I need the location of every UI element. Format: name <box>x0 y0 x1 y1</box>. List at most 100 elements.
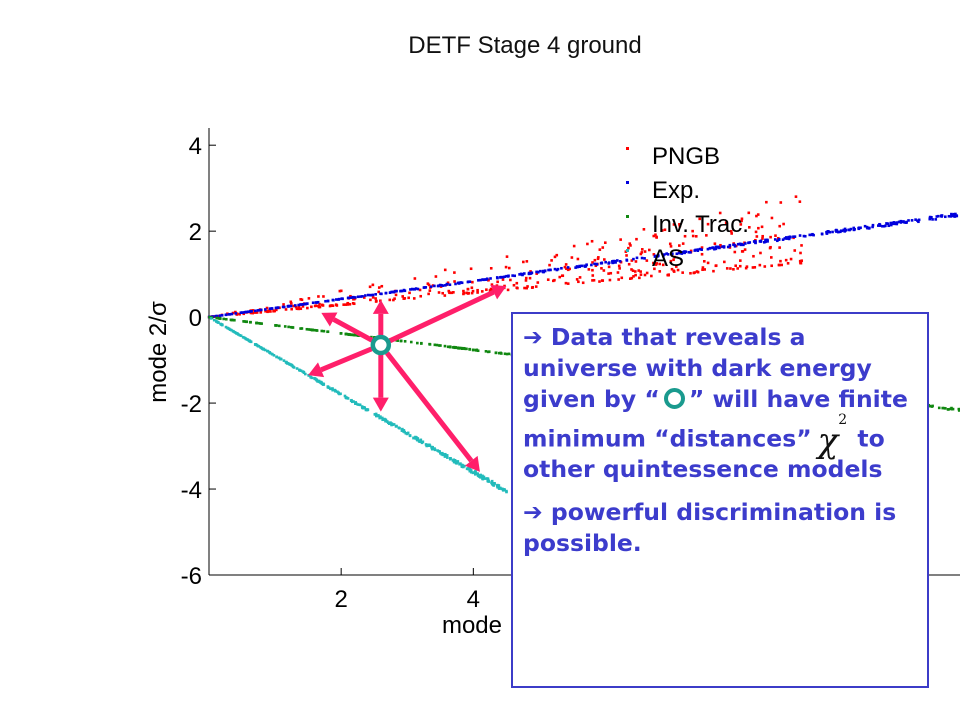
data-point <box>341 298 344 301</box>
data-point <box>702 266 705 269</box>
data-point <box>355 402 358 405</box>
data-point <box>449 283 452 286</box>
data-point <box>513 274 516 277</box>
data-point <box>744 242 747 245</box>
data-point <box>441 292 444 295</box>
data-point <box>435 275 438 278</box>
data-point <box>415 436 418 439</box>
data-point <box>626 259 629 262</box>
data-point <box>852 227 855 230</box>
data-point <box>918 219 921 222</box>
data-point <box>744 248 747 251</box>
legend-label: PNGB <box>652 143 720 170</box>
data-point <box>319 306 322 309</box>
data-point <box>635 260 638 263</box>
data-point <box>369 294 372 297</box>
data-point <box>594 259 597 262</box>
data-point <box>858 226 861 229</box>
data-point <box>310 306 313 309</box>
data-point <box>516 282 519 285</box>
data-point <box>345 333 348 336</box>
data-point <box>752 255 755 258</box>
data-point <box>367 294 370 297</box>
data-point <box>215 317 218 320</box>
data-point <box>452 346 455 349</box>
data-point <box>446 283 449 286</box>
data-point <box>757 213 760 216</box>
data-point <box>436 344 439 347</box>
data-point <box>507 274 510 277</box>
data-point <box>437 285 440 288</box>
data-point <box>327 385 330 388</box>
data-point <box>287 326 290 329</box>
data-point <box>601 279 604 282</box>
arrow-shaft <box>321 349 372 370</box>
data-point <box>234 331 237 334</box>
data-point <box>640 273 643 276</box>
data-point <box>635 238 638 241</box>
legend-marker <box>626 181 629 184</box>
data-point <box>380 293 383 296</box>
data-point <box>588 268 591 271</box>
data-point <box>537 281 540 284</box>
data-point <box>296 367 299 370</box>
data-point <box>308 297 311 300</box>
data-point <box>556 269 559 272</box>
data-point <box>800 262 803 265</box>
y-tick-label: -6 <box>181 563 202 590</box>
data-point <box>294 304 297 307</box>
data-point <box>793 249 796 252</box>
data-point <box>446 454 449 457</box>
data-point <box>369 299 372 302</box>
data-point <box>346 302 349 305</box>
data-point <box>477 349 480 352</box>
data-point <box>780 201 783 204</box>
data-point <box>523 287 526 290</box>
data-point <box>937 215 940 218</box>
data-point <box>565 263 568 266</box>
data-point <box>770 256 773 259</box>
data-point <box>607 262 610 265</box>
data-point <box>597 256 600 259</box>
chi-squared-symbol: χ2 <box>818 421 848 461</box>
data-point <box>646 272 649 275</box>
data-point <box>299 327 302 330</box>
data-point <box>357 295 360 298</box>
data-point <box>734 264 737 267</box>
data-point <box>848 229 851 232</box>
data-point <box>381 285 384 288</box>
data-point <box>424 286 427 289</box>
data-point <box>760 240 763 243</box>
x-axis-label: mode <box>442 612 502 639</box>
data-point <box>221 314 224 317</box>
series-exp <box>208 210 960 318</box>
data-point <box>335 298 338 301</box>
data-point <box>337 391 340 394</box>
data-point <box>239 334 242 337</box>
data-point <box>329 304 332 307</box>
data-point <box>613 260 616 263</box>
data-point <box>352 296 355 299</box>
data-point <box>601 246 604 249</box>
data-point <box>430 285 433 288</box>
data-point <box>322 295 325 298</box>
data-point <box>950 215 953 218</box>
data-point <box>790 258 793 261</box>
data-point <box>255 322 258 325</box>
data-point <box>905 221 908 224</box>
data-point <box>771 217 774 220</box>
data-point <box>638 277 641 280</box>
data-point <box>362 406 365 409</box>
legend-label: Inv. Trac. <box>652 211 749 238</box>
data-point <box>666 274 669 277</box>
data-point <box>938 407 941 410</box>
data-point <box>591 274 594 277</box>
data-point <box>799 234 802 237</box>
data-point <box>795 195 798 198</box>
data-point <box>896 221 899 224</box>
data-point <box>840 229 843 232</box>
data-point <box>934 218 937 221</box>
data-point <box>315 304 318 307</box>
data-point <box>756 235 759 238</box>
data-point <box>392 299 395 302</box>
